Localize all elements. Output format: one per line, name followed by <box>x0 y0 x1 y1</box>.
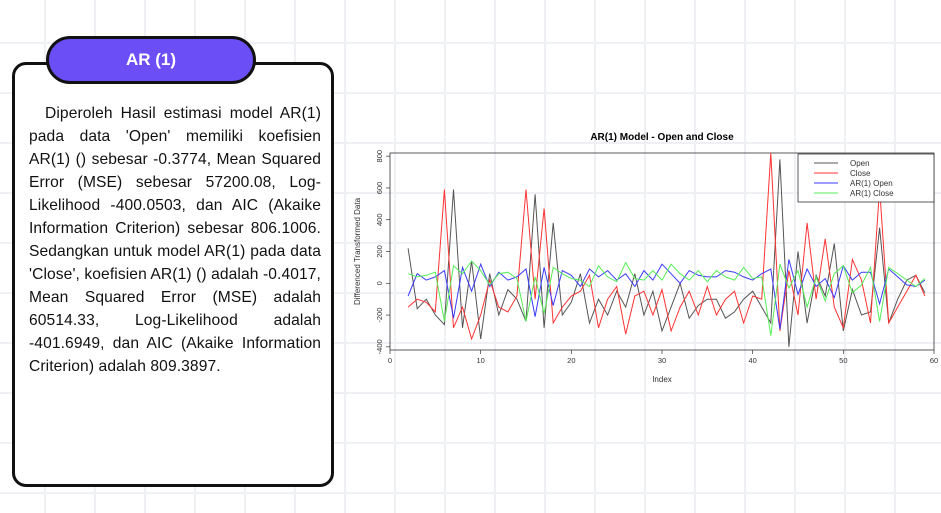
y-tick-label: 200 <box>375 245 384 258</box>
y-tick-label: -400 <box>375 339 384 354</box>
y-axis-label: Differenced Transformed Data <box>353 197 362 305</box>
description-card <box>12 62 334 487</box>
description-text: Diperoleh Hasil estimasi model AR(1) pad… <box>29 105 321 375</box>
y-tick-label: 800 <box>375 150 384 163</box>
y-tick-label: 400 <box>375 213 384 226</box>
y-tick-label: 0 <box>375 281 384 285</box>
x-tick-label: 40 <box>748 356 756 365</box>
legend-box <box>797 153 935 203</box>
y-tick-label: 600 <box>375 182 384 195</box>
series-line-2 <box>407 152 926 341</box>
legend-label: Open <box>850 159 870 168</box>
legend-label: Close <box>850 169 871 178</box>
x-tick-label: 50 <box>839 356 847 365</box>
x-tick-label: 30 <box>658 356 666 365</box>
x-tick-label: 60 <box>930 356 938 365</box>
section-badge-label: AR (1) <box>125 50 177 69</box>
x-axis-label: Index <box>652 375 672 384</box>
x-tick-label: 0 <box>388 356 392 365</box>
x-tick-label: 10 <box>476 356 484 365</box>
y-tick-label: -200 <box>375 308 384 323</box>
legend-label: AR(1) Open <box>850 179 893 188</box>
series-line-4 <box>407 260 926 336</box>
section-badge: AR (1) <box>46 36 256 84</box>
chart-svg: AR(1) Model - Open and Close 0 10 20 30 40 50 6… <box>353 132 938 384</box>
ar1-chart: AR(1) Model - Open and Close 0 10 20 30 40 50 6… <box>348 126 940 388</box>
legend-label: AR(1) Close <box>850 189 894 198</box>
x-tick-label: 20 <box>567 356 575 365</box>
chart-title: AR(1) Model - Open and Close <box>590 132 734 143</box>
